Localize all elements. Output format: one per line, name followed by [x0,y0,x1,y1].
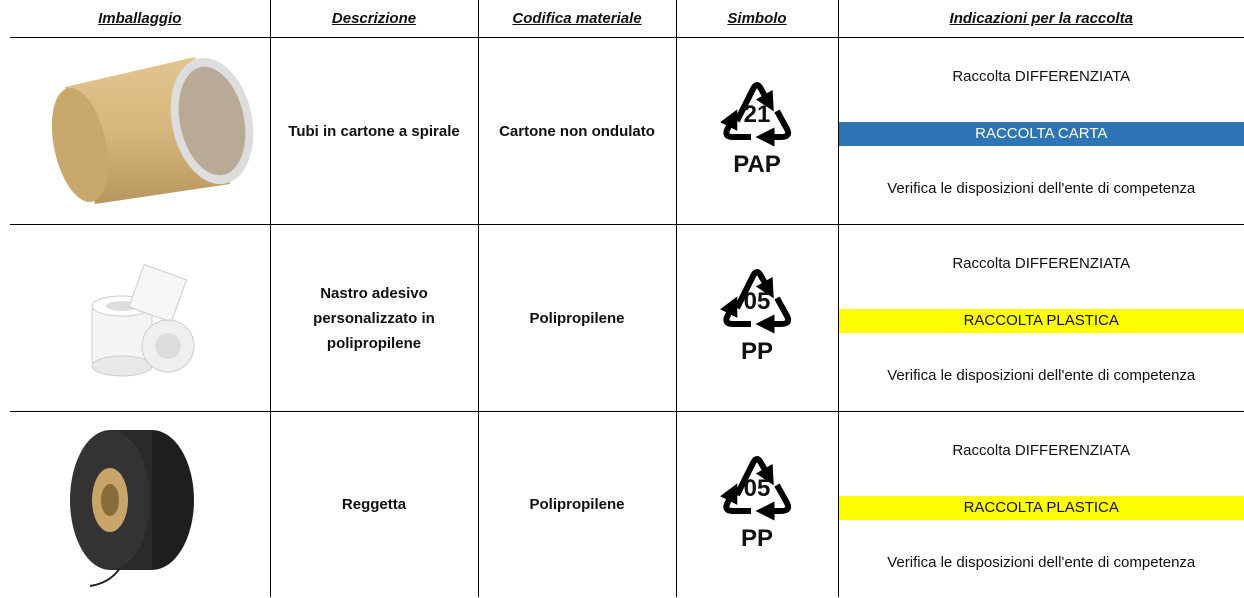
collection-line: Raccolta DIFFERENZIATA [952,442,1131,459]
material: Cartone non ondulato [478,37,677,225]
symbol-cell: 21 PAP [676,37,839,225]
image-cell [10,411,271,597]
symbol-code: 05 [743,474,771,502]
collection-line: Raccolta DIFFERENZIATA [952,255,1131,272]
symbol-code: 05 [743,288,771,315]
collection-line: Raccolta DIFFERENZIATA [952,68,1131,85]
strap-image [69,429,194,587]
image-cell [10,224,271,412]
symbol-abbreviation: PP [740,524,773,552]
description: Reggetta [270,411,479,597]
symbol-cell: 05 PP [676,224,839,412]
collection-note: Verifica le disposizioni dell'ente di co… [887,367,1196,384]
row: Reggetta Polipropilene 05 PP Raccolta DI… [10,411,1244,598]
header-cell: Descrizione [270,0,479,38]
collection-cell: Raccolta DIFFERENZIATA RACCOLTA PLASTICA… [838,224,1244,412]
collection-note: Verifica le disposizioni dell'ente di co… [887,554,1196,571]
collection-band: RACCOLTA CARTA [838,122,1244,146]
material: Polipropilene [478,224,677,412]
tape-image [91,263,195,377]
symbol-cell: 05 PP [676,411,839,597]
symbol-code: 21 [743,101,771,128]
header-cell: Simbolo [676,0,839,38]
header-cell: Imballaggio [10,0,271,38]
table: Imballaggio Descrizione Codifica materia… [10,0,1244,597]
row: Nastro adesivo personalizzato in polipro… [10,224,1244,412]
header-cell: Codifica materiale [478,0,677,38]
image-cell [10,37,271,225]
collection-band: RACCOLTA PLASTICA [838,496,1244,520]
description: Tubi in cartone a spirale [270,37,479,225]
header-cell: Indicazioni per la raccolta [838,0,1244,38]
header-row: Imballaggio Descrizione Codifica materia… [10,0,1244,38]
description: Nastro adesivo personalizzato in polipro… [270,224,479,412]
collection-cell: Raccolta DIFFERENZIATA RACCOLTA PLASTICA… [838,412,1244,598]
collection-note: Verifica le disposizioni dell'ente di co… [887,180,1196,197]
collection-cell: Raccolta DIFFERENZIATA RACCOLTA CARTA Ve… [838,37,1244,225]
row: Tubi in cartone a spirale Cartone non on… [10,37,1244,225]
tube-image [51,57,254,204]
material: Polipropilene [478,411,677,597]
symbol-abbreviation: PP [740,338,773,365]
symbol-abbreviation: PAP [733,151,781,178]
collection-band: RACCOLTA PLASTICA [838,309,1244,333]
